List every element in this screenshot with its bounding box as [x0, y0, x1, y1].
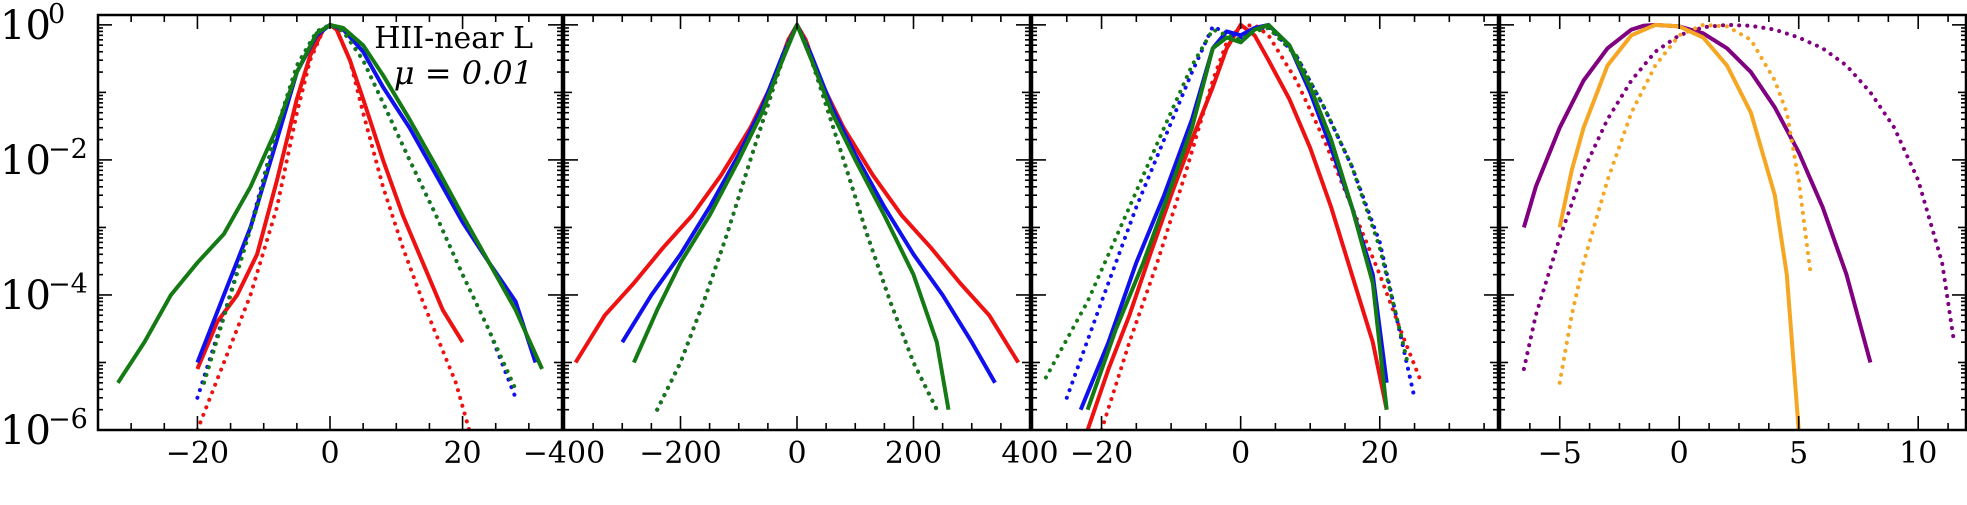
series-group [1521, 22, 1957, 430]
x-tick-label: 0 [787, 436, 806, 471]
panel-frame [562, 13, 1032, 432]
panel-1: −20 0 20 [96, 13, 564, 471]
series-group [1043, 22, 1424, 430]
panel-2: −400 −200 0 200 400 [523, 13, 1059, 471]
series-line-purple-solid [1521, 22, 1873, 364]
x-tick-label: −5 [1538, 436, 1582, 471]
panel-frame [1498, 13, 1967, 432]
series-line-red-dotted [195, 22, 472, 430]
x-tick-label: 0 [1670, 436, 1689, 471]
series-line-red-solid [1085, 22, 1389, 430]
x-tick-label: 400 [1001, 436, 1058, 471]
series-line-green-dotted [1043, 26, 1410, 380]
x-tick-label: 5 [1789, 436, 1808, 471]
series-group [573, 22, 1021, 412]
panel-4: −5 0 5 10 [1498, 13, 1967, 471]
panel-frame [1030, 13, 1500, 432]
series-line-blue-dotted [1064, 24, 1417, 400]
x-tick-label: −20 [166, 436, 229, 471]
y-tick-label: 10 [0, 3, 51, 49]
panel-3: −20 0 20 [1030, 13, 1500, 471]
series-line-red-dotted [655, 22, 939, 412]
y-tick-exponent: 0 [48, 0, 65, 30]
y-tick-exponent: −2 [48, 134, 88, 165]
y-tick-label: 10 [0, 273, 51, 319]
y-tick-exponent: −4 [48, 269, 88, 300]
series-line-green-dotted [655, 22, 939, 412]
series-line-blue-solid [620, 22, 997, 384]
x-tick-label: −400 [523, 436, 605, 471]
annotation-region-label: HII-near L [374, 21, 533, 56]
series-line-blue-dotted [655, 22, 939, 412]
x-tick-label: 10 [1899, 436, 1937, 471]
x-tick-label: −200 [639, 436, 721, 471]
y-tick-exponent: −6 [48, 404, 88, 435]
x-tick-label: 20 [1361, 436, 1399, 471]
series-line-orange-dotted [1557, 22, 1813, 385]
series-line-green-dotted [202, 22, 518, 392]
annotation: HII-near L μ = 0.01 [374, 21, 533, 92]
series-line-orange-solid [1557, 22, 1801, 430]
annotation-mu-label: μ = 0.01 [394, 54, 533, 92]
x-tick-label: 0 [1231, 436, 1250, 471]
x-tick-label: 200 [885, 436, 942, 471]
x-tick-label: 20 [443, 436, 481, 471]
y-tick-label: 10 [0, 408, 51, 454]
series-line-purple-dotted [1521, 22, 1957, 371]
x-tick-label: 0 [320, 436, 339, 471]
panel-frame [96, 13, 564, 432]
x-tick-label: −20 [1070, 436, 1133, 471]
series-line-green-solid [1085, 22, 1389, 411]
panels-group: −20 0 20 −400 −200 0 200 400 −20 0 20 −5 0 5 10 [96, 13, 1967, 471]
y-tick-label: 10 [0, 138, 51, 184]
